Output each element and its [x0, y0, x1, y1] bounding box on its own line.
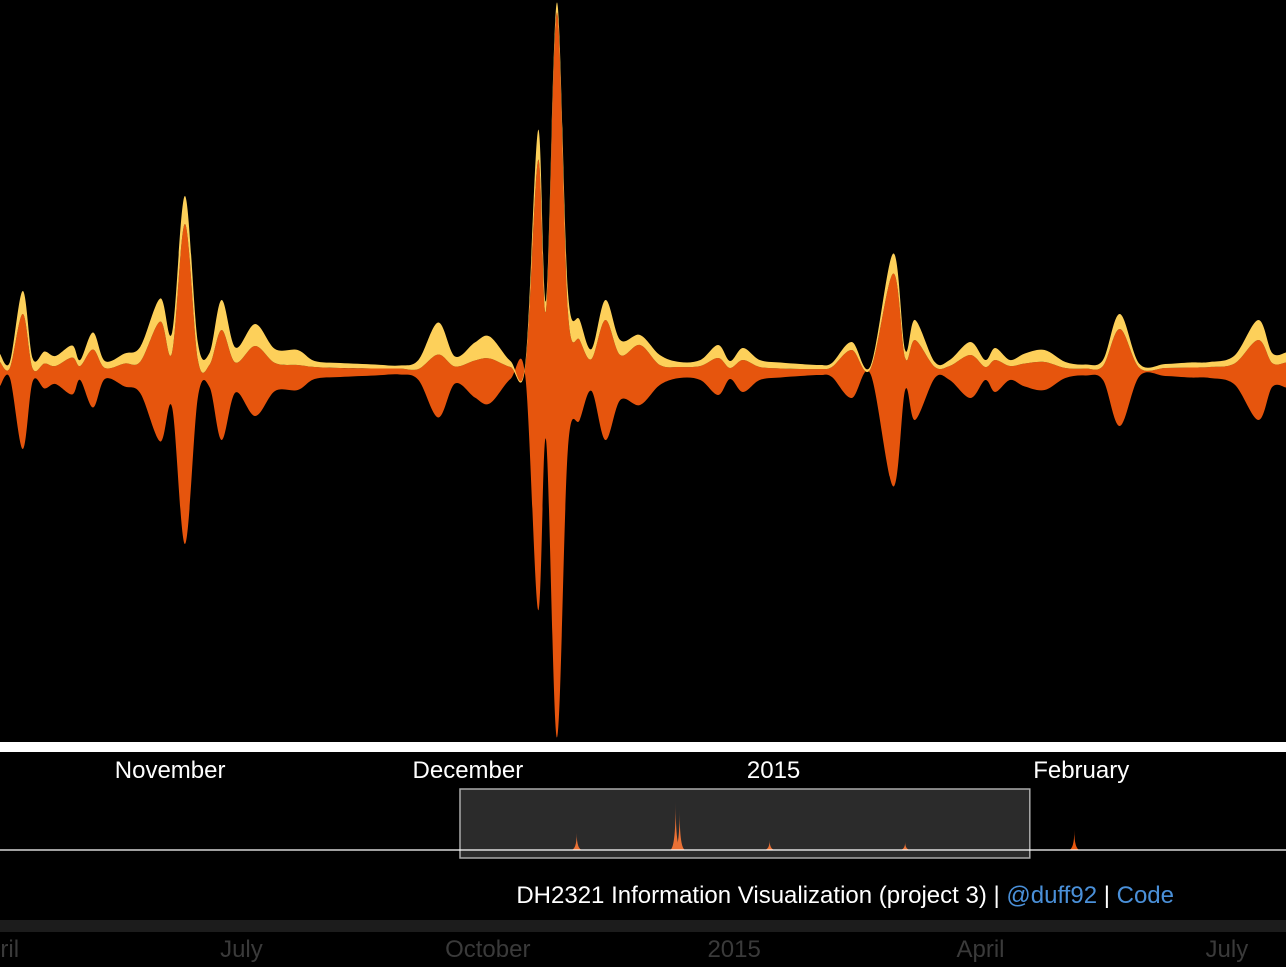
x-tick-label: 2015: [747, 757, 800, 784]
overview-axis: April July October 2015 April July: [0, 936, 1248, 963]
footer-separator: |: [993, 882, 999, 909]
author-link[interactable]: @duff92: [1006, 882, 1097, 909]
overview-tick-label: July: [1206, 936, 1249, 963]
overview-bar: [0, 920, 1286, 932]
code-link[interactable]: Code: [1117, 882, 1174, 909]
context-spike: [1068, 830, 1081, 850]
x-tick-label: November: [115, 757, 226, 784]
context-chart: November December 2015 February: [115, 757, 1129, 859]
context-spike: [763, 840, 776, 850]
stream-layer: [0, 12, 1286, 738]
context-spike: [899, 842, 912, 850]
footer-separator: |: [1104, 882, 1110, 909]
overview-tick-label: 2015: [707, 936, 760, 963]
overview-tick-label: October: [445, 936, 530, 963]
overview-tick-label: July: [220, 936, 263, 963]
context-spike: [570, 833, 583, 850]
x-tick-label: December: [413, 757, 524, 784]
context-spike: [669, 802, 682, 850]
footer: DH2321 Information Visualization (projec…: [516, 882, 1174, 909]
overview-tick-label: April: [957, 936, 1005, 963]
x-tick-label: February: [1033, 757, 1129, 784]
streamgraph: [0, 2, 1286, 738]
context-spike: [673, 810, 686, 850]
separator-bar: [0, 742, 1286, 752]
footer-credit: DH2321 Information Visualization (projec…: [516, 882, 986, 909]
brush: [459, 788, 1031, 859]
overview-tick-label: April: [0, 936, 19, 963]
